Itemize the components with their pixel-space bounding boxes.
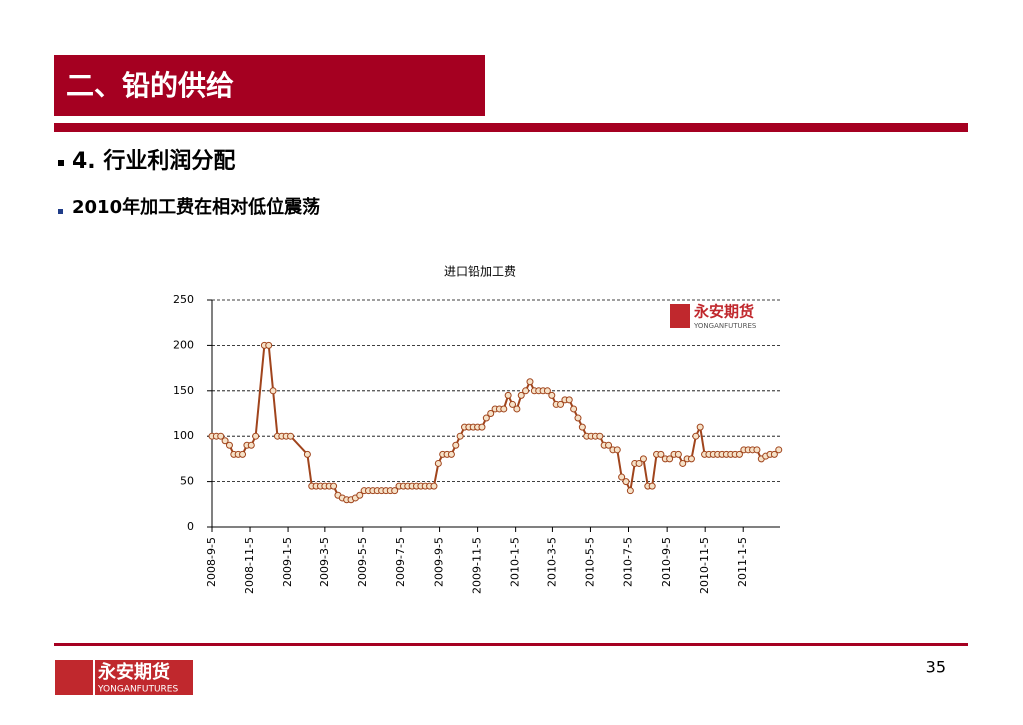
x-tick-label: 2010-11-5 [698, 537, 711, 594]
x-tick-label: 2010-7-5 [621, 537, 634, 587]
logo-box [95, 660, 193, 695]
logo-subtitle: YONGANFUTURES [693, 322, 757, 330]
data-point [252, 432, 260, 440]
data-point [356, 491, 364, 499]
x-tick-label: 2010-1-5 [509, 537, 522, 587]
title-banner [54, 55, 485, 116]
data-point [574, 414, 582, 422]
logo-text: 永安期货 [97, 661, 170, 683]
logo-mark [670, 304, 690, 328]
data-point [522, 387, 530, 395]
data-point [434, 459, 442, 467]
x-tick-label: 2009-9-5 [433, 537, 446, 587]
bullet-text: 4. 行业利润分配 [72, 148, 235, 174]
data-point [269, 387, 277, 395]
y-tick-label: 200 [173, 338, 194, 351]
x-tick-label: 2010-9-5 [660, 537, 673, 587]
data-point [687, 455, 695, 463]
logo-text: 永安期货 [693, 303, 754, 321]
data-point [775, 446, 783, 454]
data-point [753, 446, 761, 454]
data-point [679, 459, 687, 467]
data-point [692, 432, 700, 440]
data-point [648, 482, 656, 490]
data-point [596, 432, 604, 440]
data-point [605, 441, 613, 449]
data-point [635, 459, 643, 467]
chart-title: 进口铅加工费 [444, 265, 516, 279]
y-tick-label: 100 [173, 429, 194, 442]
data-point [674, 450, 682, 458]
data-point [626, 487, 634, 495]
data-point [517, 391, 525, 399]
bullet-text: 2010年加工费在相对低位震荡 [72, 196, 320, 218]
slide-title: 二、铅的供给 [66, 69, 234, 102]
data-point [391, 487, 399, 495]
data-point [578, 423, 586, 431]
data-point [482, 414, 490, 422]
data-point [657, 450, 665, 458]
y-tick-label: 50 [180, 475, 194, 488]
data-point [504, 391, 512, 399]
data-point [478, 423, 486, 431]
data-point [618, 473, 626, 481]
y-tick-label: 150 [173, 384, 194, 397]
x-tick-label: 2009-1-5 [281, 537, 294, 587]
data-point [513, 405, 521, 413]
bullet-dot [58, 160, 64, 166]
footer-rule [54, 643, 968, 646]
data-point [217, 432, 225, 440]
x-tick-label: 2009-7-5 [394, 537, 407, 587]
data-point [543, 387, 551, 395]
data-point [548, 391, 556, 399]
chart: 进口铅加工费 永安期货 YONGANFUTURES 0 50 100 150 200 25… [173, 265, 783, 594]
x-tick-label: 2009-5-5 [356, 537, 369, 587]
data-point [509, 400, 517, 408]
logo-mark [55, 660, 93, 695]
y-tick-label: 250 [173, 293, 194, 306]
data-point [526, 378, 534, 386]
data-point [570, 405, 578, 413]
data-point [557, 400, 565, 408]
page-number: 35 [926, 658, 946, 677]
data-point [565, 396, 573, 404]
x-tick-label: 2008-9-5 [205, 537, 218, 587]
line-series [212, 344, 780, 501]
data-point [456, 432, 464, 440]
data-point [287, 432, 295, 440]
data-point [622, 478, 630, 486]
logo-subtitle: YONGANFUTURES [97, 685, 178, 695]
data-point [221, 437, 229, 445]
data-point [303, 450, 311, 458]
data-point [613, 446, 621, 454]
data-point [770, 450, 778, 458]
data-point [696, 423, 704, 431]
data-point [639, 455, 647, 463]
data-point [447, 450, 455, 458]
x-tick-label: 2008-11-5 [243, 537, 256, 594]
x-tick-label: 2010-5-5 [583, 537, 596, 587]
x-tick-label: 2009-3-5 [318, 537, 331, 587]
data-point [487, 410, 495, 417]
data-point [265, 341, 273, 349]
data-point [500, 405, 508, 413]
data-point [247, 441, 255, 449]
data-point [330, 482, 338, 490]
data-point [239, 450, 247, 458]
data-point [735, 450, 743, 458]
header-rule [54, 123, 968, 132]
data-point [225, 441, 233, 449]
x-tick-label: 2011-1-5 [736, 537, 749, 587]
x-tick-label: 2009-11-5 [471, 537, 484, 594]
data-point [452, 441, 460, 449]
bullet-dot [58, 209, 63, 214]
y-tick-label: 0 [187, 520, 194, 533]
data-point [430, 482, 438, 490]
x-tick-label: 2010-3-5 [545, 537, 558, 587]
data-point [666, 455, 674, 463]
